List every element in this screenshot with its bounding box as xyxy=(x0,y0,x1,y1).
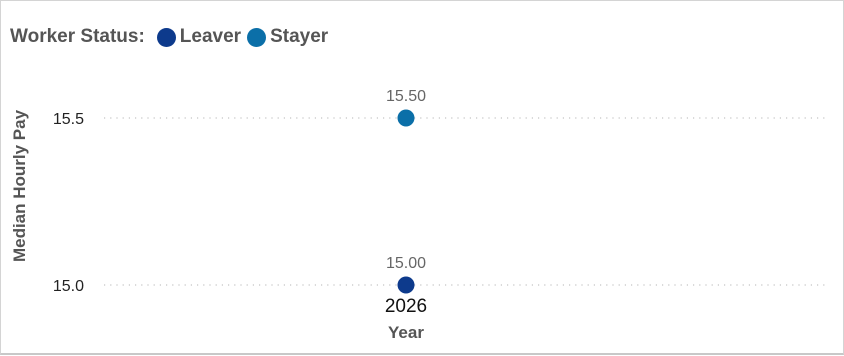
data-point-stayer xyxy=(397,109,415,127)
x-tick-label: 2026 xyxy=(385,296,427,317)
legend: Worker Status: Leaver Stayer xyxy=(10,26,334,48)
y-tick-label: 15.0 xyxy=(53,278,84,295)
data-label-leaver: 15.00 xyxy=(386,255,426,272)
y-axis-label: Median Hourly Pay xyxy=(10,109,29,262)
legend-swatch-stayer xyxy=(247,27,267,47)
legend-item-leaver[interactable]: Leaver xyxy=(156,26,242,48)
x-axis-label: Year xyxy=(388,323,424,342)
legend-item-stayer[interactable]: Stayer xyxy=(247,26,328,48)
legend-title: Worker Status: xyxy=(10,26,145,47)
legend-label-leaver: Leaver xyxy=(179,26,242,47)
data-point-leaver xyxy=(397,276,415,294)
legend-label-stayer: Stayer xyxy=(270,26,329,47)
legend-swatch-leaver xyxy=(156,27,176,47)
data-label-stayer: 15.50 xyxy=(386,88,426,105)
y-tick-label: 15.5 xyxy=(53,111,84,128)
